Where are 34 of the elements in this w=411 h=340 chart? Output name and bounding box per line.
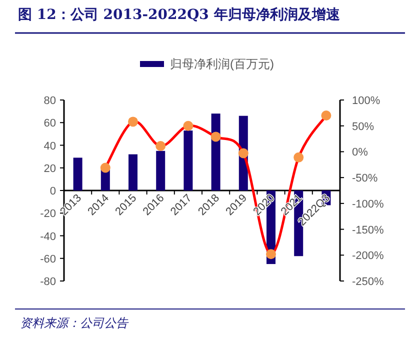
y-tick-label: 80 bbox=[44, 95, 56, 107]
point bbox=[294, 152, 304, 162]
y-tick-label: 60 bbox=[44, 118, 56, 130]
legend: 归母净利润(百万元) bbox=[140, 57, 274, 71]
point bbox=[128, 116, 138, 127]
point bbox=[238, 148, 248, 158]
y2-tick-label: -200% bbox=[352, 250, 384, 262]
y-tick-label: -60 bbox=[40, 253, 56, 266]
y-tick-label: -40 bbox=[40, 230, 56, 243]
y2-tick-label: -50% bbox=[352, 172, 378, 185]
y2-tick-label: -100% bbox=[352, 198, 384, 210]
bar bbox=[128, 154, 138, 190]
y2-tick-label: -150% bbox=[352, 224, 384, 236]
text: 资料来源：公司公告 bbox=[20, 316, 129, 330]
legend-label: 归母净利润(百万元) bbox=[170, 57, 274, 71]
y2-tick-label: 0% bbox=[352, 146, 368, 159]
chart-title: 图 12：公司 2013-2022Q3 年归母净利润及增速 bbox=[18, 6, 341, 23]
bar bbox=[73, 158, 82, 190]
y2-tick-label: 100% bbox=[352, 95, 380, 107]
y-tick-label: 40 bbox=[44, 140, 56, 152]
y2-tick-label: 50% bbox=[352, 120, 374, 133]
y-tick-label: -80 bbox=[40, 276, 56, 288]
point bbox=[210, 132, 221, 142]
y-tick-label: -20 bbox=[40, 208, 56, 220]
point bbox=[266, 249, 276, 260]
point bbox=[100, 162, 110, 173]
point bbox=[183, 120, 194, 131]
bar bbox=[184, 130, 193, 190]
point bbox=[156, 141, 166, 152]
y2-tick-label: -250% bbox=[352, 276, 384, 288]
bar bbox=[156, 150, 166, 190]
point bbox=[321, 110, 332, 121]
y-tick-label: 20 bbox=[44, 162, 56, 175]
y-tick-label: 0 bbox=[50, 186, 56, 198]
